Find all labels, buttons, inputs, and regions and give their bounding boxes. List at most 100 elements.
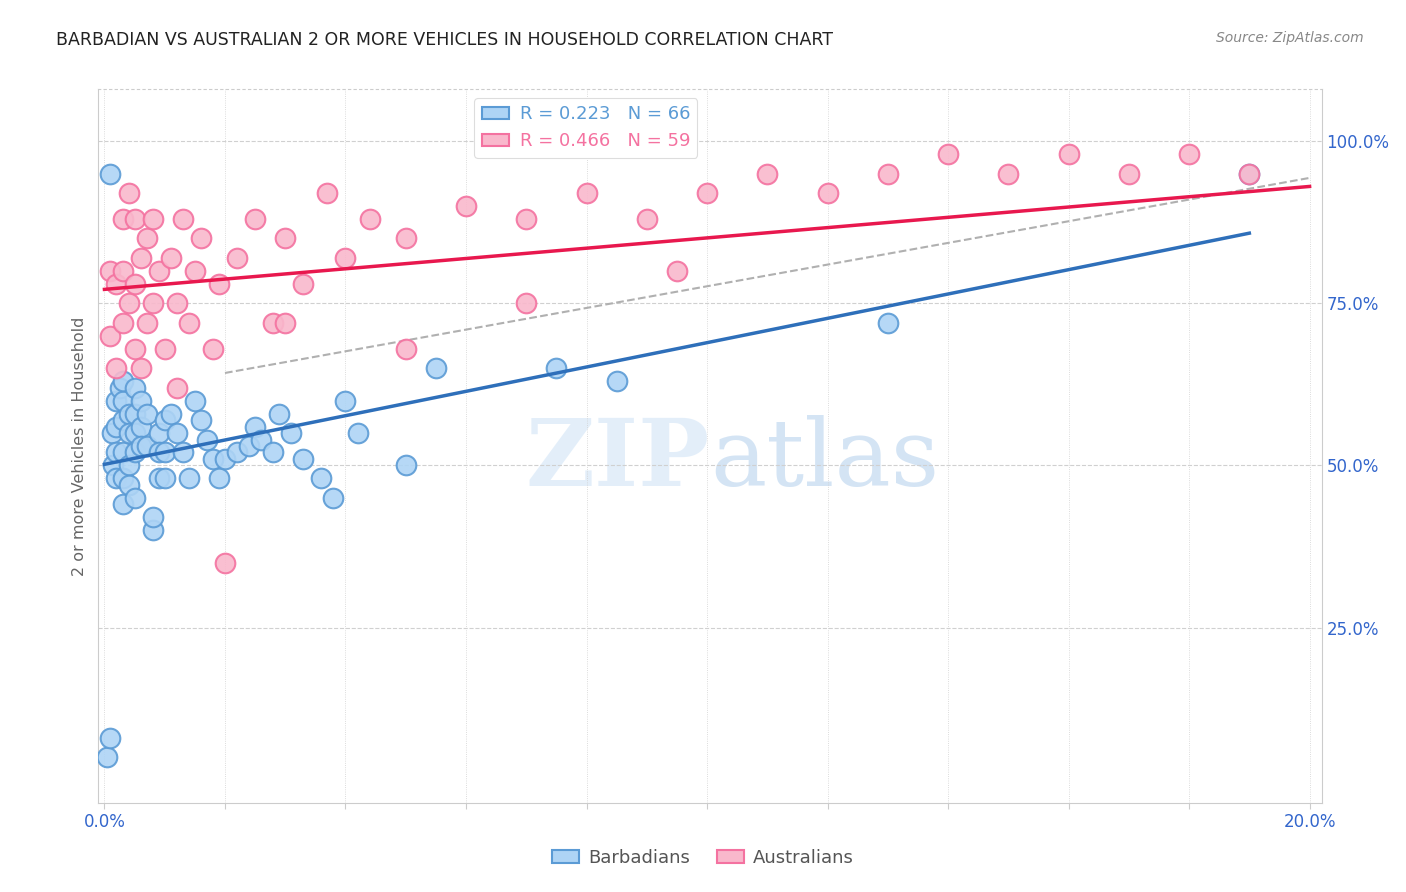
Point [105,277,128,291]
Point [636,211,658,226]
Point [226,445,249,459]
Point [105,393,128,408]
Point [117,458,139,473]
Point [148,264,170,278]
Point [148,445,170,459]
Point [359,211,381,226]
Point [280,425,302,440]
Y-axis label: 2 or more Vehicles in Household: 2 or more Vehicles in Household [72,317,87,575]
Point [103,458,125,473]
Point [1239,167,1261,181]
Point [606,374,628,388]
Point [148,425,170,440]
Point [335,393,357,408]
Point [129,439,152,453]
Point [226,251,249,265]
Point [153,471,176,485]
Point [214,556,236,570]
Point [274,316,297,330]
Point [262,445,284,459]
Point [135,231,157,245]
Point [292,452,315,467]
Point [335,251,357,265]
Point [1118,167,1140,181]
Point [250,433,273,447]
Point [129,419,152,434]
Point [124,445,146,459]
Point [243,211,266,226]
Point [111,497,134,511]
Point [876,316,898,330]
Point [172,445,194,459]
Point [172,211,194,226]
Point [1178,147,1201,161]
Point [1057,147,1080,161]
Text: ZIP: ZIP [526,416,710,505]
Point [177,316,200,330]
Point [100,731,122,745]
Point [129,361,152,376]
Point [184,264,207,278]
Point [142,296,165,310]
Point [166,296,188,310]
Point [105,471,128,485]
Point [124,407,146,421]
Point [395,342,418,356]
Point [117,425,139,440]
Point [665,264,688,278]
Point [195,433,218,447]
Point [159,251,181,265]
Point [876,167,898,181]
Point [111,264,134,278]
Point [184,393,207,408]
Point [243,419,266,434]
Point [108,381,131,395]
Point [201,342,224,356]
Point [96,750,118,764]
Point [395,458,418,473]
Point [100,328,122,343]
Point [111,471,134,485]
Point [454,199,477,213]
Point [166,425,188,440]
Point [274,231,297,245]
Point [142,524,165,538]
Point [262,316,284,330]
Point [135,407,157,421]
Point [238,439,260,453]
Point [316,186,339,200]
Point [111,316,134,330]
Point [153,342,176,356]
Point [292,277,315,291]
Point [201,452,224,467]
Point [311,471,333,485]
Point [124,491,146,505]
Point [515,296,537,310]
Point [142,211,165,226]
Point [148,471,170,485]
Point [111,211,134,226]
Point [159,407,181,421]
Point [936,147,959,161]
Point [575,186,598,200]
Text: atlas: atlas [710,416,939,505]
Point [177,471,200,485]
Point [208,471,231,485]
Point [111,374,134,388]
Text: BARBADIAN VS AUSTRALIAN 2 OR MORE VEHICLES IN HOUSEHOLD CORRELATION CHART: BARBADIAN VS AUSTRALIAN 2 OR MORE VEHICL… [56,31,834,49]
Point [153,413,176,427]
Point [135,439,157,453]
Point [111,445,134,459]
Point [395,231,418,245]
Legend: Barbadians, Australians: Barbadians, Australians [544,842,862,874]
Point [756,167,779,181]
Legend: R = 0.223   N = 66, R = 0.466   N = 59: R = 0.223 N = 66, R = 0.466 N = 59 [474,98,697,158]
Point [124,425,146,440]
Point [696,186,718,200]
Point [124,211,146,226]
Point [269,407,291,421]
Point [1239,167,1261,181]
Point [117,407,139,421]
Point [322,491,344,505]
Text: Source: ZipAtlas.com: Source: ZipAtlas.com [1216,31,1364,45]
